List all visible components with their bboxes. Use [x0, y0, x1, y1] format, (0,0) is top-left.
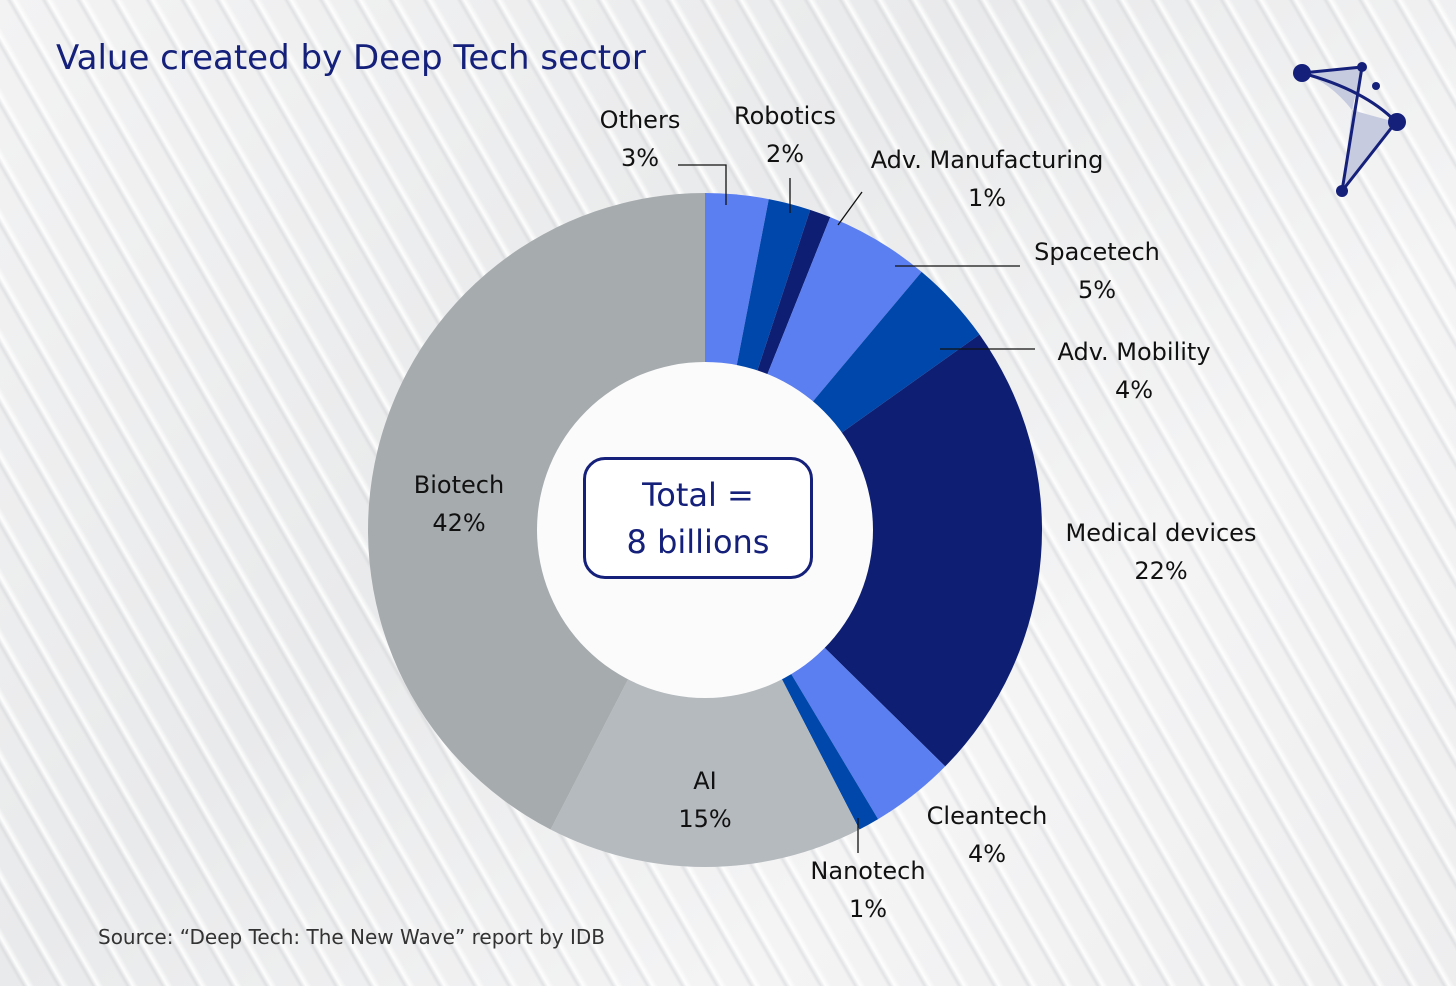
chart-title: Value created by Deep Tech sector: [56, 38, 646, 78]
label-pct: 3%: [620, 144, 660, 172]
label-name: Robotics: [734, 102, 836, 130]
total-label: Total =: [642, 476, 754, 514]
label-pct: 1%: [967, 184, 1007, 212]
leader-line-adv-manufacturing: [837, 191, 863, 226]
label-name: AI: [693, 767, 717, 795]
total-box: Total = 8 billions: [583, 457, 813, 579]
slice-medical-devices: [705, 334, 1042, 767]
label-pct: 22%: [1134, 557, 1188, 585]
label-pct: 2%: [765, 140, 805, 168]
label-name: Medical devices: [1065, 519, 1257, 547]
label-nanotech: Nanotech 1%: [810, 852, 925, 928]
label-biotech: Biotech 42%: [414, 466, 504, 542]
source-note: Source: “Deep Tech: The New Wave” report…: [98, 925, 605, 949]
label-spacetech: Spacetech 5%: [1034, 233, 1160, 309]
label-robotics: Robotics 2%: [734, 97, 836, 173]
label-pct: 1%: [848, 895, 888, 923]
label-others: Others 3%: [600, 101, 681, 177]
label-name: Cleantech: [926, 802, 1048, 830]
slice-ai: [550, 530, 860, 867]
logo: [1293, 62, 1406, 197]
leader-line-others: [678, 164, 727, 205]
label-name: Nanotech: [810, 857, 926, 885]
label-name: Adv. Manufacturing: [870, 146, 1104, 174]
label-pct: 5%: [1077, 276, 1117, 304]
label-pct: 4%: [1114, 376, 1154, 404]
label-ai: AI 15%: [678, 762, 731, 838]
label-pct: 4%: [967, 840, 1007, 868]
label-name: Others: [599, 106, 681, 134]
label-name: Adv. Mobility: [1057, 338, 1211, 366]
label-adv-mobility: Adv. Mobility 4%: [1057, 333, 1210, 409]
label-name: Spacetech: [1034, 238, 1160, 266]
label-cleantech: Cleantech 4%: [927, 797, 1048, 873]
total-value: 8 billions: [626, 523, 770, 561]
label-name: Biotech: [413, 471, 505, 499]
label-pct: 15%: [678, 805, 732, 833]
label-pct: 42%: [432, 509, 486, 537]
label-medical-devices: Medical devices 22%: [1066, 514, 1257, 590]
label-adv-manufacturing: Adv. Manufacturing 1%: [871, 141, 1104, 217]
